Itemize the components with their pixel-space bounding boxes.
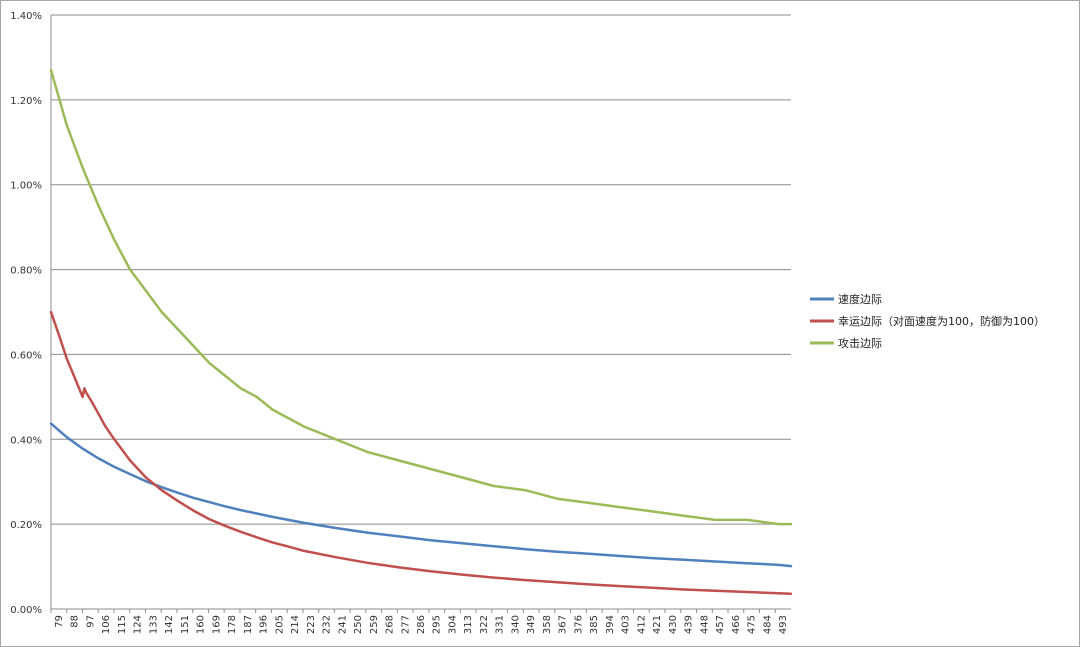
y-tick-label: 0.40% (10, 435, 42, 446)
x-tick-label: 457 (715, 615, 726, 634)
x-tick-label: 331 (495, 615, 506, 634)
x-tick-label: 376 (573, 615, 584, 634)
y-tick-label: 0.00% (10, 605, 42, 616)
x-tick-label: 124 (133, 615, 144, 634)
x-tick-label: 79 (54, 615, 65, 628)
x-tick-label: 277 (400, 615, 411, 634)
x-tick-label: 196 (259, 615, 270, 634)
y-tick-label: 1.40% (10, 11, 42, 22)
x-tick-label: 430 (668, 615, 679, 634)
series-line-2 (49, 310, 793, 595)
x-tick-label: 484 (762, 615, 773, 634)
x-tick-label: 448 (699, 615, 710, 634)
x-tick-label: 187 (243, 615, 254, 634)
x-tick-label: 439 (684, 615, 695, 634)
y-tick-label: 1.00% (10, 181, 42, 192)
series-line-1 (49, 422, 793, 568)
y-tick-labels: 0.00% 0.20% 0.40% 0.60% 0.80% 1.00% 1.20% 1.40% (10, 11, 42, 616)
x-tick-label: 259 (369, 615, 380, 634)
x-tick-label: 313 (463, 615, 474, 634)
x-tick-label: 367 (558, 615, 569, 634)
x-tick-label: 349 (526, 615, 537, 634)
x-tick-label: 97 (85, 615, 96, 628)
x-tick-label: 493 (778, 615, 789, 634)
y-tick-label: 0.80% (10, 266, 42, 277)
x-tick-label: 268 (385, 615, 396, 634)
x-tick-label: 106 (101, 615, 112, 634)
x-tick-label: 151 (180, 615, 191, 634)
x-tick-label: 241 (337, 615, 348, 634)
x-tick-label: 466 (731, 615, 742, 634)
x-tick-label: 250 (353, 615, 364, 634)
x-tick-label: 142 (164, 615, 175, 634)
x-tick-label: 412 (636, 615, 647, 634)
legend-label: 速度边际 (838, 292, 882, 306)
x-tick-label: 169 (211, 615, 222, 634)
x-tick-label: 295 (432, 615, 443, 634)
x-tick-labels: 79 88 97 106 115 124 133 142 151 160 169 178 187 196 2… (50, 609, 789, 634)
y-tick-label: 0.60% (10, 350, 42, 361)
x-tick-label: 385 (589, 615, 600, 634)
x-tick-label: 133 (148, 615, 159, 634)
x-tick-label: 232 (322, 615, 333, 634)
x-tick-label: 403 (621, 615, 632, 634)
x-tick-label: 340 (510, 615, 521, 634)
x-tick-label: 178 (227, 615, 238, 634)
x-tick-label: 322 (479, 615, 490, 634)
x-tick-label: 358 (542, 615, 553, 634)
x-tick-label: 475 (747, 615, 758, 634)
series-lines (49, 68, 793, 595)
x-tick-label: 286 (416, 615, 427, 634)
x-tick-label: 394 (605, 615, 616, 634)
x-tick-label: 421 (652, 615, 663, 634)
legend-label: 攻击边际 (838, 336, 882, 350)
x-tick-label: 214 (290, 615, 301, 634)
x-tick-label: 223 (306, 615, 317, 634)
y-tick-label: 1.20% (10, 96, 42, 107)
x-tick-label: 304 (447, 615, 458, 634)
y-tick-label: 0.20% (10, 520, 42, 531)
x-tick-label: 88 (70, 615, 81, 628)
legend-label: 幸运边际（对面速度为100，防御为100） (838, 314, 1045, 328)
x-tick-label: 160 (196, 615, 207, 634)
x-tick-label: 205 (274, 615, 285, 634)
x-tick-label: 115 (117, 615, 128, 634)
series-line-3 (49, 68, 793, 526)
